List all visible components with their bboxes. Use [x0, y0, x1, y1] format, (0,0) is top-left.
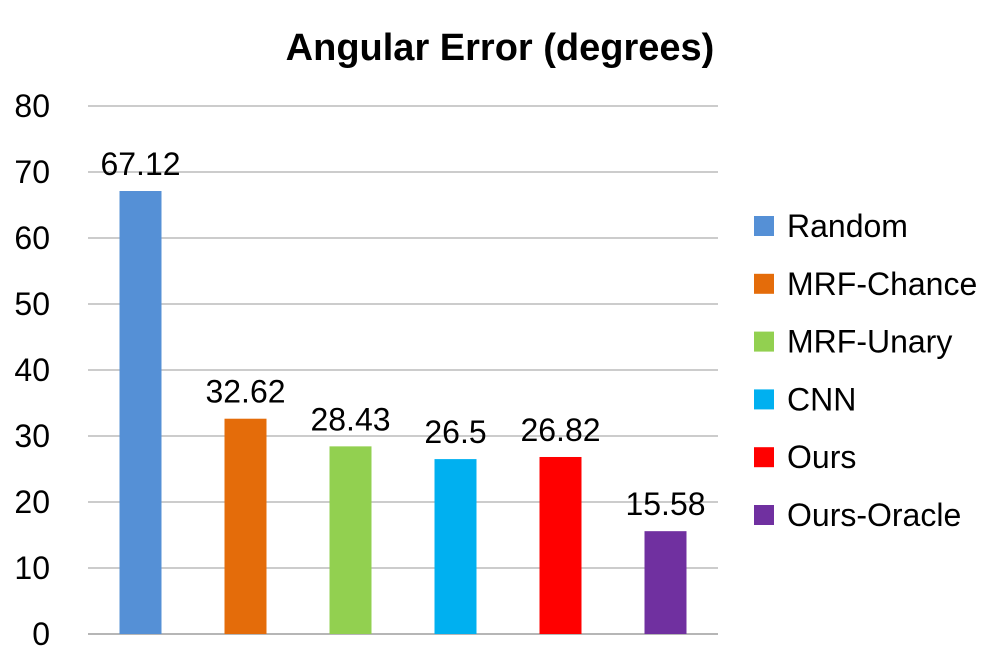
data-label: 28.43 [310, 401, 390, 437]
chart-title: Angular Error (degrees) [286, 27, 715, 69]
data-label: 26.5 [424, 414, 486, 450]
y-tick-label: 80 [14, 88, 50, 124]
data-label: 26.82 [520, 412, 600, 448]
y-axis-ticks: 0 10 20 30 40 50 60 70 80 [14, 88, 50, 652]
legend-swatch [754, 447, 774, 468]
legend: Random MRF-Chance MRF-Unary CNN Ours Ours-Ora… [754, 208, 977, 533]
y-tick-label: 30 [14, 418, 50, 454]
legend-label: CNN [787, 381, 856, 417]
data-labels: 67.12 32.62 28.43 26.5 26.82 15.58 [100, 146, 705, 522]
bar-cnn [434, 459, 477, 634]
legend-label: MRF-Unary [787, 324, 952, 360]
legend-swatch [754, 273, 774, 294]
legend-swatch [754, 505, 774, 525]
y-tick-label: 60 [14, 220, 50, 256]
bar-mrf-chance [224, 418, 267, 634]
legend-label: MRF-Chance [787, 266, 977, 302]
y-tick-label: 40 [14, 352, 50, 388]
legend-label: Ours-Oracle [787, 497, 961, 533]
bar-ours-oracle [644, 531, 687, 634]
data-label: 67.12 [100, 146, 180, 182]
bars [119, 191, 687, 634]
y-tick-label: 50 [14, 286, 50, 322]
legend-swatch [754, 216, 774, 236]
legend-label: Random [787, 208, 908, 244]
bar-random [119, 191, 162, 634]
legend-label: Ours [787, 439, 856, 475]
data-label: 15.58 [625, 486, 705, 522]
bar-ours [539, 456, 582, 634]
y-tick-label: 20 [14, 484, 50, 520]
legend-swatch [754, 331, 774, 352]
gridlines [88, 105, 718, 635]
y-tick-label: 0 [32, 616, 50, 652]
legend-swatch [754, 389, 774, 410]
data-label: 32.62 [205, 374, 285, 410]
y-tick-label: 70 [14, 154, 50, 190]
y-tick-label: 10 [14, 550, 50, 586]
bar-mrf-unary [329, 446, 372, 634]
